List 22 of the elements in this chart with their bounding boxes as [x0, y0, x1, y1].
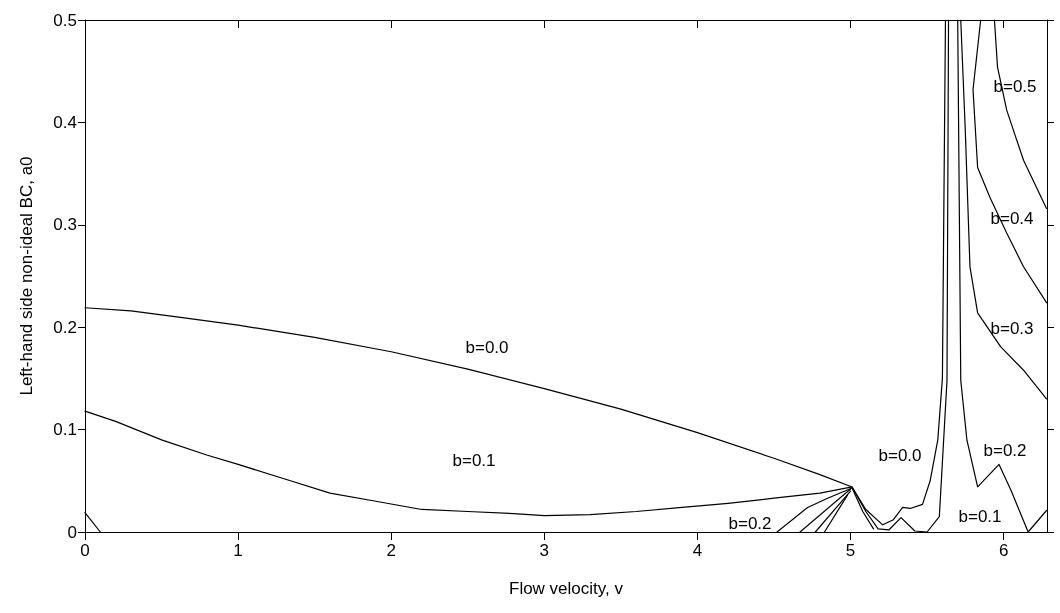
y-axis-title: Left-hand side non-ideal BC, a0: [17, 156, 36, 396]
y-tick-label: 0.5: [53, 10, 77, 30]
x-tick-label: 4: [692, 541, 703, 560]
annotation: b=0.2: [728, 513, 772, 533]
x-tick-label: 1: [233, 541, 243, 560]
y-tick-label: 0.4: [53, 112, 77, 132]
y-tick-label: 0.3: [53, 215, 77, 235]
annotation: b=0.0: [878, 445, 922, 465]
x-axis-title: Flow velocity, v: [509, 579, 624, 598]
y-tick-label: 0.1: [53, 420, 77, 440]
x-tick-label: 2: [386, 541, 396, 560]
x-tick-label: 5: [845, 541, 856, 560]
y-tick-label: 0: [67, 522, 77, 542]
x-tick-label: 6: [998, 541, 1009, 560]
x-tick-label: 3: [539, 541, 550, 560]
y-tick-label: 0.2: [53, 317, 77, 337]
annotation: b=0.2: [983, 440, 1027, 460]
annotation: b=0.1: [958, 506, 1002, 526]
x-tick-label: 0: [80, 541, 90, 560]
annotation: b=0.3: [990, 318, 1034, 338]
annotation: b=0.0: [465, 337, 509, 357]
annotation: b=0.1: [452, 450, 496, 470]
